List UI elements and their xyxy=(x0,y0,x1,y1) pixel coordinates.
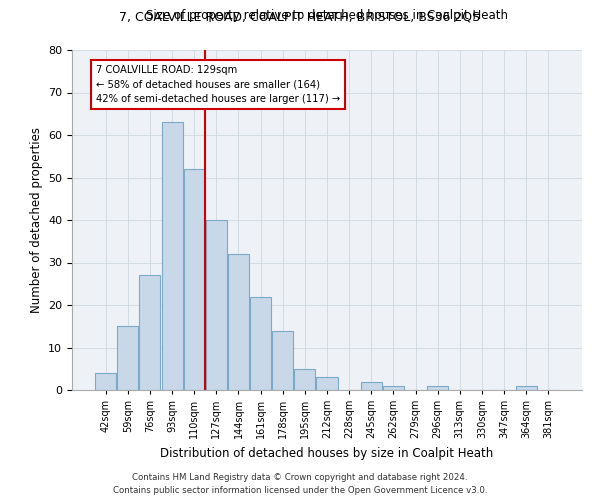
Text: 7 COALVILLE ROAD: 129sqm
← 58% of detached houses are smaller (164)
42% of semi-: 7 COALVILLE ROAD: 129sqm ← 58% of detach… xyxy=(96,65,340,104)
X-axis label: Distribution of detached houses by size in Coalpit Heath: Distribution of detached houses by size … xyxy=(160,446,494,460)
Title: Size of property relative to detached houses in Coalpit Heath: Size of property relative to detached ho… xyxy=(146,10,508,22)
Bar xyxy=(427,386,448,390)
Bar xyxy=(361,382,382,390)
Bar xyxy=(161,122,182,390)
Bar xyxy=(316,378,338,390)
Bar xyxy=(383,386,404,390)
Bar xyxy=(250,296,271,390)
Bar xyxy=(118,326,139,390)
Bar xyxy=(95,373,116,390)
Y-axis label: Number of detached properties: Number of detached properties xyxy=(29,127,43,313)
Text: 7, COALVILLE ROAD, COALPIT HEATH, BRISTOL, BS36 2QS: 7, COALVILLE ROAD, COALPIT HEATH, BRISTO… xyxy=(119,10,481,23)
Bar xyxy=(139,275,160,390)
Bar xyxy=(184,169,205,390)
Bar xyxy=(228,254,249,390)
Text: Contains HM Land Registry data © Crown copyright and database right 2024.
Contai: Contains HM Land Registry data © Crown c… xyxy=(113,474,487,495)
Bar xyxy=(515,386,536,390)
Bar xyxy=(295,369,316,390)
Bar xyxy=(206,220,227,390)
Bar xyxy=(272,330,293,390)
